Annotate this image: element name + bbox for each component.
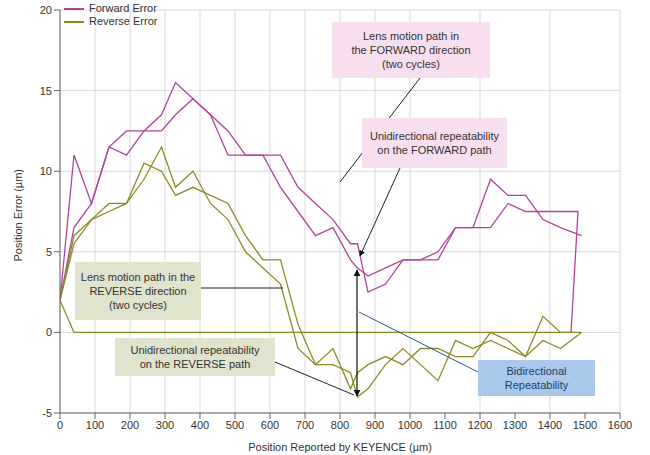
html-text:Repeatability: Repeatability (504, 379, 569, 391)
svg-text:100: 100 (86, 419, 104, 431)
html-text:Lens motion path in: Lens motion path in (363, 30, 459, 42)
svg-text:15: 15 (40, 85, 52, 97)
html-text:on the FORWARD path: on the FORWARD path (377, 144, 492, 156)
svg-text:-5: -5 (42, 407, 52, 419)
html-text:(two cycles): (two cycles) (382, 58, 440, 70)
svg-text:Position Error (µm): Position Error (µm) (12, 169, 24, 262)
svg-text:900: 900 (366, 419, 384, 431)
html-text:(two cycles): (two cycles) (109, 299, 167, 311)
html-text:on the REVERSE path: on the REVERSE path (139, 358, 251, 370)
html-text:Forward Error: Forward Error (89, 2, 157, 14)
svg-text:400: 400 (191, 419, 209, 431)
html-text:Unidirectional repeatability: Unidirectional repeatability (370, 130, 499, 142)
svg-text:10: 10 (40, 165, 52, 177)
svg-text:1400: 1400 (538, 419, 562, 431)
svg-text:0: 0 (57, 419, 63, 431)
svg-text:20: 20 (40, 4, 52, 16)
svg-text:1500: 1500 (573, 419, 597, 431)
svg-text:600: 600 (261, 419, 279, 431)
svg-text:1600: 1600 (608, 419, 632, 431)
html-text:Bidirectional: Bidirectional (506, 365, 567, 377)
html-text:Unidirectional repeatability: Unidirectional repeatability (130, 344, 260, 356)
svg-text:700: 700 (296, 419, 314, 431)
svg-text:1200: 1200 (468, 419, 492, 431)
svg-text:200: 200 (121, 419, 139, 431)
html-text:Lens motion path in the: Lens motion path in the (80, 271, 196, 283)
svg-text:0: 0 (46, 326, 52, 338)
svg-text:800: 800 (331, 419, 349, 431)
svg-text:5: 5 (46, 246, 52, 258)
svg-text:300: 300 (156, 419, 174, 431)
html-text:Reverse Error: Reverse Error (89, 15, 158, 27)
html-text:the FORWARD direction: the FORWARD direction (351, 44, 471, 56)
svg-text:1000: 1000 (398, 419, 422, 431)
svg-text:500: 500 (226, 419, 244, 431)
svg-text:1100: 1100 (433, 419, 457, 431)
svg-text:Position Reported by KEYENCE (: Position Reported by KEYENCE (µm) (248, 441, 432, 453)
svg-text:1300: 1300 (503, 419, 527, 431)
html-text:REVERSE direction: REVERSE direction (89, 285, 187, 297)
